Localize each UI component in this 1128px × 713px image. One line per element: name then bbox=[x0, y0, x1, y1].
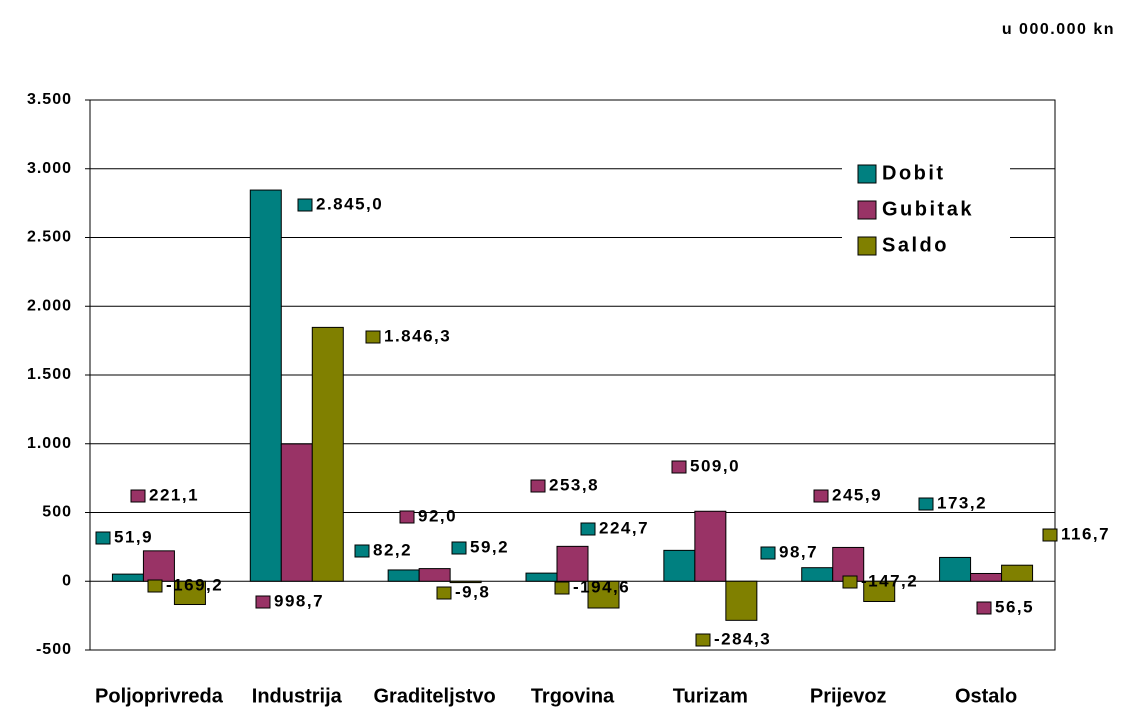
y-tick-label: 2.500 bbox=[27, 229, 72, 246]
y-tick-label: 2.000 bbox=[27, 297, 72, 314]
data-label-key bbox=[255, 595, 271, 609]
data-label: 98,7 bbox=[779, 542, 818, 561]
legend-label: Gubitak bbox=[882, 198, 974, 220]
x-tick-label: Poljoprivreda bbox=[95, 685, 224, 707]
legend-label: Dobit bbox=[882, 162, 946, 184]
data-label-key bbox=[399, 510, 415, 524]
data-label: 116,7 bbox=[1061, 524, 1110, 543]
data-label: -147,2 bbox=[861, 571, 918, 590]
bar bbox=[939, 556, 972, 582]
bar bbox=[387, 569, 420, 582]
y-tick-label: 500 bbox=[42, 504, 72, 521]
data-label: 173,2 bbox=[937, 493, 987, 512]
legend: Dobit Gubitak Saldo bbox=[842, 155, 1010, 265]
data-label-key bbox=[297, 198, 313, 212]
bar bbox=[311, 326, 344, 582]
bar bbox=[111, 573, 144, 582]
data-label-key bbox=[130, 489, 146, 503]
data-label: 92,0 bbox=[418, 506, 457, 525]
y-tick-label: 3.500 bbox=[27, 91, 72, 108]
data-label: 51,9 bbox=[114, 527, 153, 546]
data-label-key bbox=[436, 586, 452, 600]
data-label-key bbox=[760, 546, 776, 560]
y-tick-label: -500 bbox=[36, 641, 72, 658]
data-label: -9,8 bbox=[455, 582, 490, 601]
data-label: 1.846,3 bbox=[384, 326, 451, 345]
y-tick-label: 1.000 bbox=[27, 435, 72, 452]
plot-frame bbox=[89, 99, 1056, 651]
data-label-key bbox=[354, 544, 370, 558]
data-label-key bbox=[365, 330, 381, 344]
legend-key bbox=[857, 236, 877, 256]
data-label: 224,7 bbox=[599, 518, 649, 537]
data-label-key bbox=[1042, 528, 1058, 542]
y-tick-label: 0 bbox=[62, 572, 72, 589]
legend-key bbox=[857, 164, 877, 184]
data-label-key bbox=[842, 575, 858, 589]
data-label: 82,2 bbox=[373, 540, 412, 559]
x-tick-label: Industrija bbox=[252, 685, 343, 707]
y-tick-label: 1.500 bbox=[27, 366, 72, 383]
bar bbox=[249, 189, 282, 582]
bar bbox=[556, 545, 589, 582]
data-label: -169,2 bbox=[166, 575, 223, 594]
x-tick-label: Ostalo bbox=[955, 685, 1017, 707]
data-label: 998,7 bbox=[274, 591, 324, 610]
bar bbox=[801, 567, 834, 582]
data-label: 509,0 bbox=[690, 456, 740, 475]
data-label: 253,8 bbox=[549, 475, 599, 494]
data-label-key bbox=[695, 633, 711, 647]
bar bbox=[142, 550, 175, 582]
x-tick-label: Graditeljstvo bbox=[374, 685, 496, 707]
bar bbox=[863, 580, 896, 602]
bar bbox=[587, 580, 620, 609]
data-label-key bbox=[554, 581, 570, 595]
bar bbox=[280, 443, 313, 582]
bar bbox=[449, 580, 482, 584]
data-label: 56,5 bbox=[995, 597, 1034, 616]
legend-label: Saldo bbox=[882, 234, 949, 256]
data-label-key bbox=[976, 601, 992, 615]
data-label: 2.845,0 bbox=[316, 194, 383, 213]
data-label: 59,2 bbox=[470, 537, 509, 556]
data-label: 245,9 bbox=[832, 485, 882, 504]
data-label-key bbox=[95, 531, 111, 545]
data-label-key bbox=[918, 497, 934, 511]
bar bbox=[418, 568, 451, 582]
bar bbox=[694, 510, 727, 582]
x-tick-label: Turizam bbox=[673, 685, 748, 707]
bar bbox=[725, 580, 758, 621]
data-label-key bbox=[530, 479, 546, 493]
bar bbox=[525, 572, 558, 582]
x-tick-label: Trgovina bbox=[531, 685, 615, 707]
bar bbox=[1001, 564, 1034, 582]
y-tick-label: 3.000 bbox=[27, 160, 72, 177]
data-label-key bbox=[671, 460, 687, 474]
data-label: 221,1 bbox=[149, 485, 199, 504]
unit-annotation: u 000.000 kn bbox=[1002, 21, 1115, 38]
data-label-key bbox=[580, 522, 596, 536]
data-label-key bbox=[813, 489, 829, 503]
data-label: -194,6 bbox=[573, 577, 630, 596]
bar bbox=[173, 580, 206, 606]
legend-key bbox=[857, 200, 877, 220]
x-tick-label: Prijevoz bbox=[810, 685, 887, 707]
data-label: -284,3 bbox=[714, 629, 771, 648]
bar bbox=[970, 572, 1003, 582]
data-label-key bbox=[147, 579, 163, 593]
bar bbox=[663, 549, 696, 582]
data-label-key bbox=[451, 541, 467, 555]
